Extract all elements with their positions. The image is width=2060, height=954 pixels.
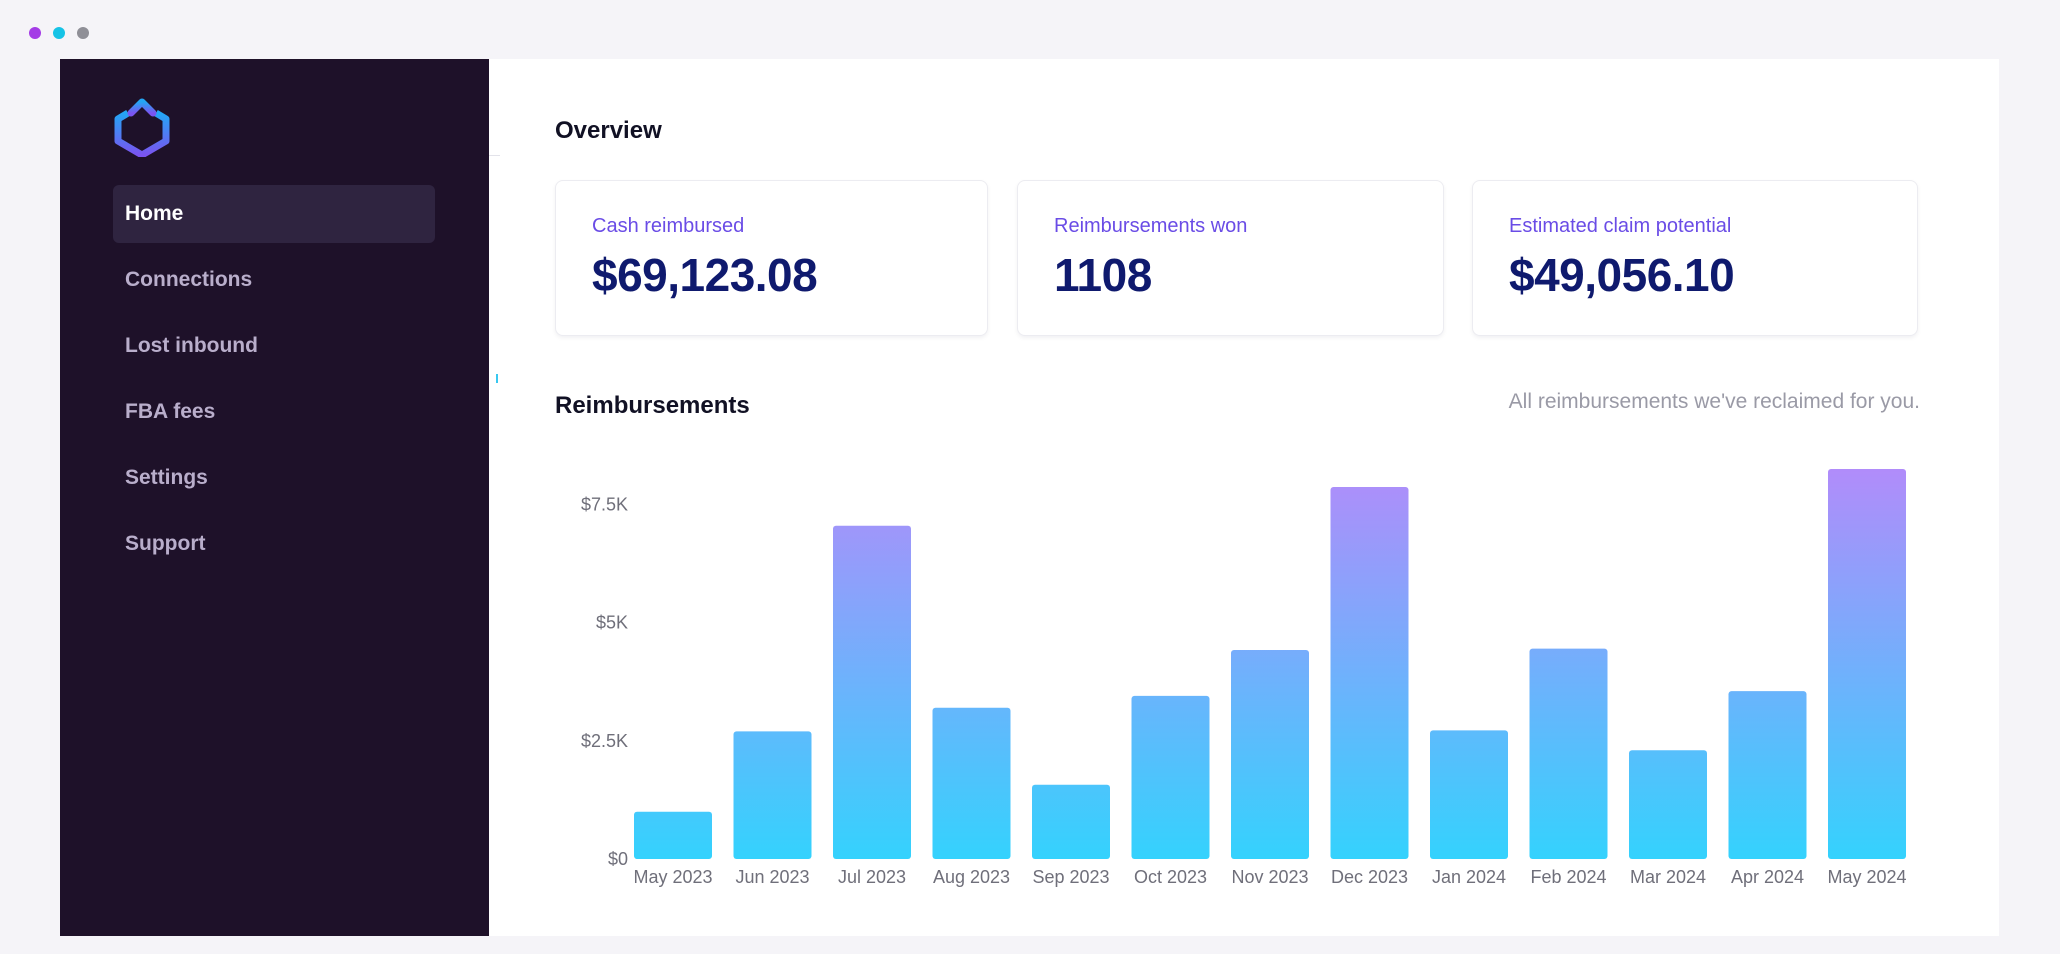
stat-card-label: Reimbursements won	[1054, 215, 1248, 237]
stat-card-reimbursements-won[interactable]: Reimbursements won 1108	[1017, 180, 1444, 336]
x-tick-label: Oct 2023	[1134, 867, 1207, 887]
stat-card-value: $69,123.08	[592, 249, 818, 301]
x-tick-label: Apr 2024	[1731, 867, 1804, 887]
chart-bar[interactable]	[932, 707, 1011, 859]
chart-bar[interactable]	[833, 525, 911, 859]
chart-bar[interactable]	[1529, 648, 1608, 859]
chart-bar[interactable]	[733, 731, 812, 859]
chart-bar[interactable]	[1330, 486, 1409, 859]
text-cursor	[496, 374, 498, 383]
chart-bar[interactable]	[634, 811, 712, 859]
chart-bar[interactable]	[1231, 650, 1309, 859]
chart-bar[interactable]	[1131, 695, 1210, 859]
x-tick-label: Nov 2023	[1231, 867, 1308, 887]
sidebar-item-settings[interactable]: Settings	[125, 466, 208, 489]
window-dot-cyan[interactable]	[53, 27, 65, 39]
app-window: Home Connections Lost inbound FBA fees S…	[60, 59, 1999, 936]
sidebar-item-support[interactable]: Support	[125, 532, 206, 555]
window-dot-purple[interactable]	[29, 27, 41, 39]
x-tick-label: Jul 2023	[838, 867, 906, 887]
stat-card-label: Estimated claim potential	[1509, 215, 1732, 237]
stat-card-cash-reimbursed[interactable]: Cash reimbursed $69,123.08	[555, 180, 988, 336]
x-tick-label: Jan 2024	[1432, 867, 1506, 887]
stat-card-label: Cash reimbursed	[592, 215, 745, 237]
reimbursements-subtitle: All reimbursements we've reclaimed for y…	[1508, 390, 1920, 413]
chart-bar[interactable]	[1728, 691, 1807, 859]
chart-bar[interactable]	[1032, 784, 1110, 859]
x-tick-label: May 2024	[1827, 867, 1906, 887]
x-tick-label: Feb 2024	[1530, 867, 1606, 887]
stat-card-value: 1108	[1054, 249, 1152, 301]
y-tick-label: $5K	[596, 613, 628, 633]
y-tick-label: $2.5K	[581, 731, 628, 751]
sidebar-item-connections[interactable]: Connections	[125, 268, 253, 291]
y-tick-label: $0	[608, 849, 628, 869]
overview-title: Overview	[555, 117, 662, 144]
sidebar: Home Connections Lost inbound FBA fees S…	[60, 59, 489, 936]
x-tick-label: May 2023	[633, 867, 712, 887]
sidebar-item-home[interactable]: Home	[113, 185, 435, 243]
sidebar-item-fba-fees[interactable]: FBA fees	[125, 400, 216, 423]
stat-card-value: $49,056.10	[1509, 249, 1735, 301]
x-tick-label: Aug 2023	[933, 867, 1010, 887]
reimbursements-bar-chart: $0 $2.5K $5K $7.5K May 2023 Jun 2023 Jul 2023…	[581, 469, 1907, 887]
reimbursements-title: Reimbursements	[555, 392, 750, 419]
y-tick-label: $7.5K	[581, 494, 628, 514]
divider	[489, 155, 500, 156]
x-tick-label: Mar 2024	[1630, 867, 1706, 887]
sidebar-item-lost-inbound[interactable]: Lost inbound	[125, 334, 258, 357]
chart-bar[interactable]	[1629, 750, 1707, 859]
sidebar-nav: Home Connections Lost inbound FBA fees S…	[113, 185, 435, 581]
main-content: Overview Cash reimbursed $69,123.08 Reim…	[489, 59, 1999, 936]
window-controls	[29, 27, 89, 39]
x-tick-label: Jun 2023	[735, 867, 809, 887]
chart-bar[interactable]	[1828, 469, 1906, 859]
stat-card-estimated-claim-potential[interactable]: Estimated claim potential $49,056.10	[1472, 180, 1918, 336]
upload-hexagon-logo-icon[interactable]	[114, 97, 170, 159]
window-dot-gray[interactable]	[77, 27, 89, 39]
x-tick-label: Dec 2023	[1331, 867, 1408, 887]
x-tick-label: Sep 2023	[1032, 867, 1109, 887]
chart-bar[interactable]	[1430, 730, 1508, 859]
